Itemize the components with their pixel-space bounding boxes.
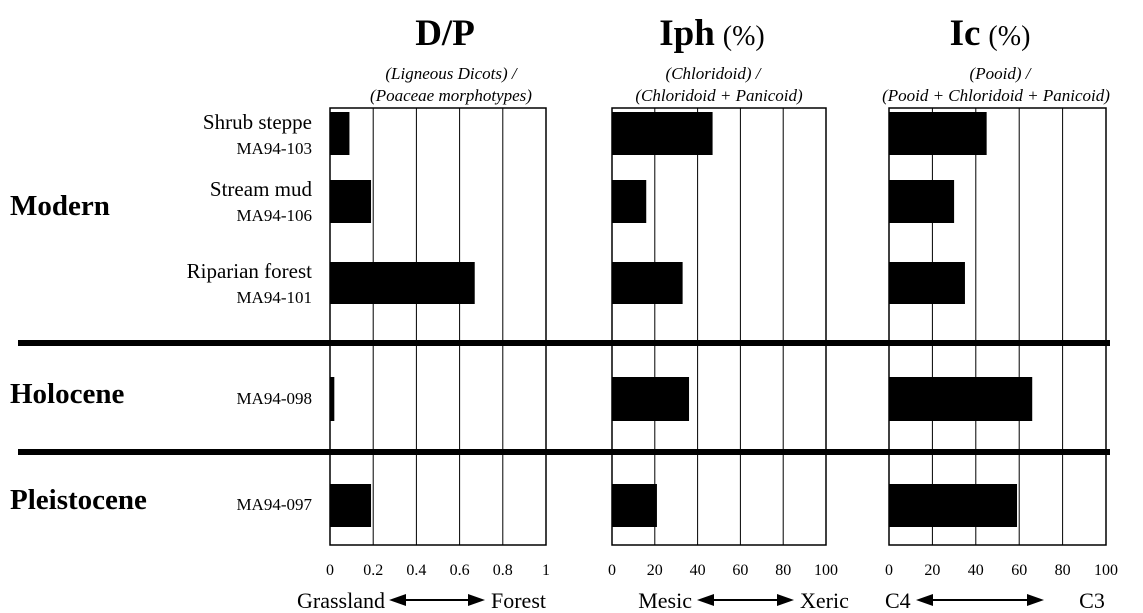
x-tick-label: 60 [732, 562, 748, 579]
x-tick-label: 80 [775, 562, 791, 579]
panel-subtitle-numerator: (Ligneous Dicots) / [385, 64, 519, 83]
panel-title-text: Ic [950, 13, 981, 54]
x-tick-label: 20 [647, 562, 663, 579]
bar [612, 484, 657, 527]
x-tick-label: 100 [1094, 562, 1118, 579]
scale-left-label: Mesic [638, 588, 692, 613]
bar [330, 484, 372, 527]
x-tick-label: 0.4 [406, 562, 426, 579]
x-tick-label: 80 [1055, 562, 1071, 579]
x-tick-label: 0 [326, 562, 334, 579]
panel-subtitle-denominator: (Chloridoid + Panicoid) [635, 86, 803, 105]
scale-left-label: C4 [885, 588, 911, 613]
x-tick-label: 0 [608, 562, 616, 579]
bar [889, 377, 1033, 421]
sample-code: MA94-097 [236, 495, 312, 514]
sample-code: MA94-101 [236, 288, 312, 307]
bar [330, 112, 350, 155]
x-tick-label: 1 [542, 562, 550, 579]
plot-frame [611, 107, 827, 546]
panel-title: D/P [415, 13, 475, 54]
scale-right-label: Xeric [800, 588, 849, 613]
group-label: Modern [10, 190, 110, 222]
x-tick-label: 0 [885, 562, 893, 579]
plot-frame [329, 107, 547, 546]
double-arrow-icon-right-head [777, 594, 794, 606]
x-tick-label: 60 [1011, 562, 1027, 579]
panel-title-unit: (%) [988, 21, 1030, 52]
double-arrow-icon [697, 594, 794, 606]
sample-code: MA94-098 [236, 389, 312, 408]
x-tick-label: 100 [814, 562, 838, 579]
x-tick-label: 20 [924, 562, 940, 579]
sample-name: Stream mud [210, 177, 313, 201]
panel-1: D/P (Ligneous Dicots) / (Poaceae morphotyp… [297, 13, 550, 613]
panel-subtitle-denominator: (Pooid + Chloridoid + Panicoid) [882, 86, 1110, 105]
bar [889, 484, 1018, 527]
x-tick-label: 40 [968, 562, 984, 579]
group-label: Pleistocene [10, 484, 147, 516]
panel-3: Ic (%) (Pooid) / (Pooid + Chloridoid + Pani… [882, 13, 1118, 613]
panel-subtitle-numerator: (Chloridoid) / [666, 64, 763, 83]
panel-title: Ic (%) [950, 13, 1031, 54]
scale-right-label: C3 [1079, 588, 1105, 613]
bar [889, 112, 987, 155]
bar [889, 262, 965, 304]
scale-right-label: Forest [491, 588, 546, 613]
bar [612, 180, 647, 223]
x-tick-label: 40 [690, 562, 706, 579]
panel-title: Iph (%) [659, 13, 765, 54]
bar [889, 180, 955, 223]
sample-name: Shrub steppe [203, 110, 312, 134]
bar [330, 262, 475, 304]
x-tick-label: 0.8 [493, 562, 513, 579]
bar [330, 180, 372, 223]
bar [612, 112, 713, 155]
double-arrow-icon-right-head [468, 594, 485, 606]
plot-frame [888, 107, 1107, 546]
panel-subtitle-numerator: (Pooid) / [970, 64, 1033, 83]
panel-2: Iph (%) (Chloridoid) / (Chloridoid + Panico… [608, 13, 849, 613]
double-arrow-icon-left-head [916, 594, 933, 606]
panel-title-unit: (%) [723, 21, 765, 52]
bar [612, 377, 690, 421]
group-modern: Modern Shrub steppe MA94-103 Stream mud MA94… [10, 110, 312, 307]
double-arrow-icon [916, 594, 1044, 606]
scale-left-label: Grassland [297, 588, 385, 613]
panel-title-text: D/P [415, 13, 475, 54]
bar [330, 377, 335, 421]
panel-subtitle-denominator: (Poaceae morphotypes) [370, 86, 532, 105]
bar [612, 262, 683, 304]
sample-code: MA94-106 [236, 206, 312, 225]
x-tick-label: 0.6 [450, 562, 470, 579]
double-arrow-icon-left-head [697, 594, 714, 606]
group-pleistocene: Pleistocene MA94-097 [10, 484, 312, 516]
panel-title-text: Iph [659, 13, 715, 54]
double-arrow-icon-right-head [1027, 594, 1044, 606]
group-label: Holocene [10, 378, 124, 410]
double-arrow-icon [389, 594, 485, 606]
group-holocene: Holocene MA94-098 [10, 378, 312, 410]
sample-code: MA94-103 [236, 139, 312, 158]
double-arrow-icon-left-head [389, 594, 406, 606]
sample-name: Riparian forest [187, 259, 313, 283]
x-tick-label: 0.2 [363, 562, 383, 579]
